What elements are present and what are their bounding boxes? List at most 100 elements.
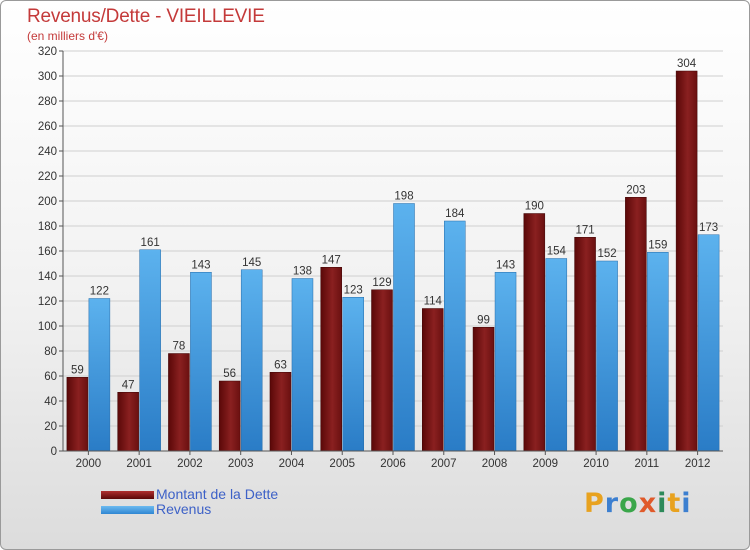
y-tick-label: 180 xyxy=(38,221,57,233)
bar-revenus xyxy=(596,260,618,452)
data-label-revenus: 143 xyxy=(496,259,515,271)
y-tick-label: 20 xyxy=(44,421,57,433)
y-tick-label: 60 xyxy=(44,371,57,383)
bar-dette xyxy=(625,197,647,452)
bar-dette xyxy=(371,289,393,452)
bar-dette xyxy=(472,327,495,452)
x-tick-label: 2007 xyxy=(431,458,457,470)
bar-dette xyxy=(523,213,546,452)
data-label-revenus: 122 xyxy=(90,286,109,298)
data-label-revenus: 173 xyxy=(699,222,718,234)
data-label-dette: 47 xyxy=(122,379,135,391)
y-tick-label: 80 xyxy=(44,346,57,358)
x-tick-label: 2004 xyxy=(279,458,305,470)
bar-dette xyxy=(320,267,342,452)
bar-dette xyxy=(168,353,190,452)
axes xyxy=(62,51,723,452)
legend-label-revenus: Revenus xyxy=(156,501,212,517)
data-label-revenus: 145 xyxy=(242,257,261,269)
y-tick-label: 260 xyxy=(38,121,57,133)
x-tick-label: 2008 xyxy=(482,458,508,470)
logo-letter: i xyxy=(681,488,692,519)
data-label-dette: 147 xyxy=(322,254,341,266)
y-axis-ticks: 0 20 40 60 80 100 120 140 160 180 200 220 240 260 280 3… xyxy=(38,46,63,458)
data-label-dette: 304 xyxy=(677,58,697,70)
data-label-revenus: 123 xyxy=(344,284,363,296)
y-tick-label: 140 xyxy=(38,271,57,283)
data-label-dette: 203 xyxy=(626,184,645,196)
x-tick-label: 2001 xyxy=(126,458,152,470)
data-label-revenus: 198 xyxy=(394,191,413,203)
x-tick-label: 2011 xyxy=(634,458,659,470)
x-tick-label: 2006 xyxy=(380,458,406,470)
chart-subtitle: (en milliers d'€) xyxy=(27,29,108,43)
data-label-revenus: 184 xyxy=(445,208,465,220)
y-tick-label: 40 xyxy=(44,396,57,408)
logo-letter: o xyxy=(619,488,639,519)
bar-revenus xyxy=(240,269,263,452)
logo-letter: t xyxy=(667,488,682,519)
x-axis-ticks: 2000 2001 2002 2003 2004 2005 2006 2007 2008 2009… xyxy=(76,451,711,470)
bar-revenus xyxy=(139,249,161,452)
chart-title: Revenus/Dette - VIEILLEVIE xyxy=(27,6,265,27)
x-tick-label: 2012 xyxy=(685,458,711,470)
data-label-revenus: 159 xyxy=(648,239,667,251)
bar-dette xyxy=(422,308,444,452)
bar-revenus xyxy=(88,298,111,452)
bar-dette xyxy=(675,70,698,452)
y-tick-label: 0 xyxy=(51,446,57,458)
bar-revenus xyxy=(647,252,669,452)
y-tick-label: 280 xyxy=(38,96,57,108)
bar-revenus xyxy=(494,272,517,452)
logo-letter: r xyxy=(604,488,620,519)
data-label-dette: 99 xyxy=(477,314,490,326)
y-tick-label: 200 xyxy=(38,196,57,208)
x-tick-label: 2003 xyxy=(228,458,254,470)
y-tick-label: 240 xyxy=(38,146,57,158)
x-tick-label: 2010 xyxy=(583,458,609,470)
data-label-dette: 63 xyxy=(274,359,287,371)
grid-lines xyxy=(63,50,723,452)
y-tick-label: 160 xyxy=(38,246,57,258)
data-label-dette: 56 xyxy=(223,368,236,380)
bars xyxy=(66,70,720,452)
data-label-revenus: 161 xyxy=(141,237,160,249)
data-label-dette: 171 xyxy=(575,224,594,236)
y-tick-label: 320 xyxy=(38,46,57,58)
data-label-dette: 129 xyxy=(372,277,391,289)
legend-label-dette: Montant de la Dette xyxy=(156,486,279,502)
bar-dette xyxy=(117,392,139,452)
bar-dette xyxy=(66,377,89,452)
x-tick-label: 2000 xyxy=(76,458,102,470)
data-label-dette: 190 xyxy=(525,201,544,213)
bar-revenus xyxy=(545,258,568,452)
y-tick-label: 120 xyxy=(38,296,57,308)
logo-letter: x xyxy=(638,488,658,519)
y-tick-label: 220 xyxy=(38,171,57,183)
bar-dette xyxy=(218,380,241,452)
bar-dette xyxy=(574,237,596,452)
data-label-revenus: 138 xyxy=(293,266,312,278)
bar-revenus xyxy=(393,203,415,452)
bar-revenus xyxy=(291,278,314,452)
x-tick-label: 2002 xyxy=(177,458,203,470)
data-label-revenus: 152 xyxy=(597,248,616,260)
data-labels: 59 122 47 161 78 143 56 145 63 138 147 123 129 198 114… xyxy=(71,58,718,391)
bar-dette xyxy=(269,372,292,452)
data-label-dette: 78 xyxy=(173,341,186,353)
y-tick-label: 100 xyxy=(38,321,57,333)
logo-letter: i xyxy=(657,488,668,519)
bar-revenus xyxy=(342,297,364,452)
data-label-dette: 114 xyxy=(424,296,443,308)
bar-revenus xyxy=(697,234,720,452)
y-tick-label: 300 xyxy=(38,71,57,83)
data-label-dette: 59 xyxy=(71,364,84,376)
legend-swatch-revenus xyxy=(101,506,154,514)
bar-revenus xyxy=(444,220,466,452)
proxiti-logo: Proxiti xyxy=(584,488,692,519)
legend-swatch-dette xyxy=(101,491,154,499)
data-label-revenus: 143 xyxy=(191,259,210,271)
x-tick-label: 2005 xyxy=(329,458,355,470)
